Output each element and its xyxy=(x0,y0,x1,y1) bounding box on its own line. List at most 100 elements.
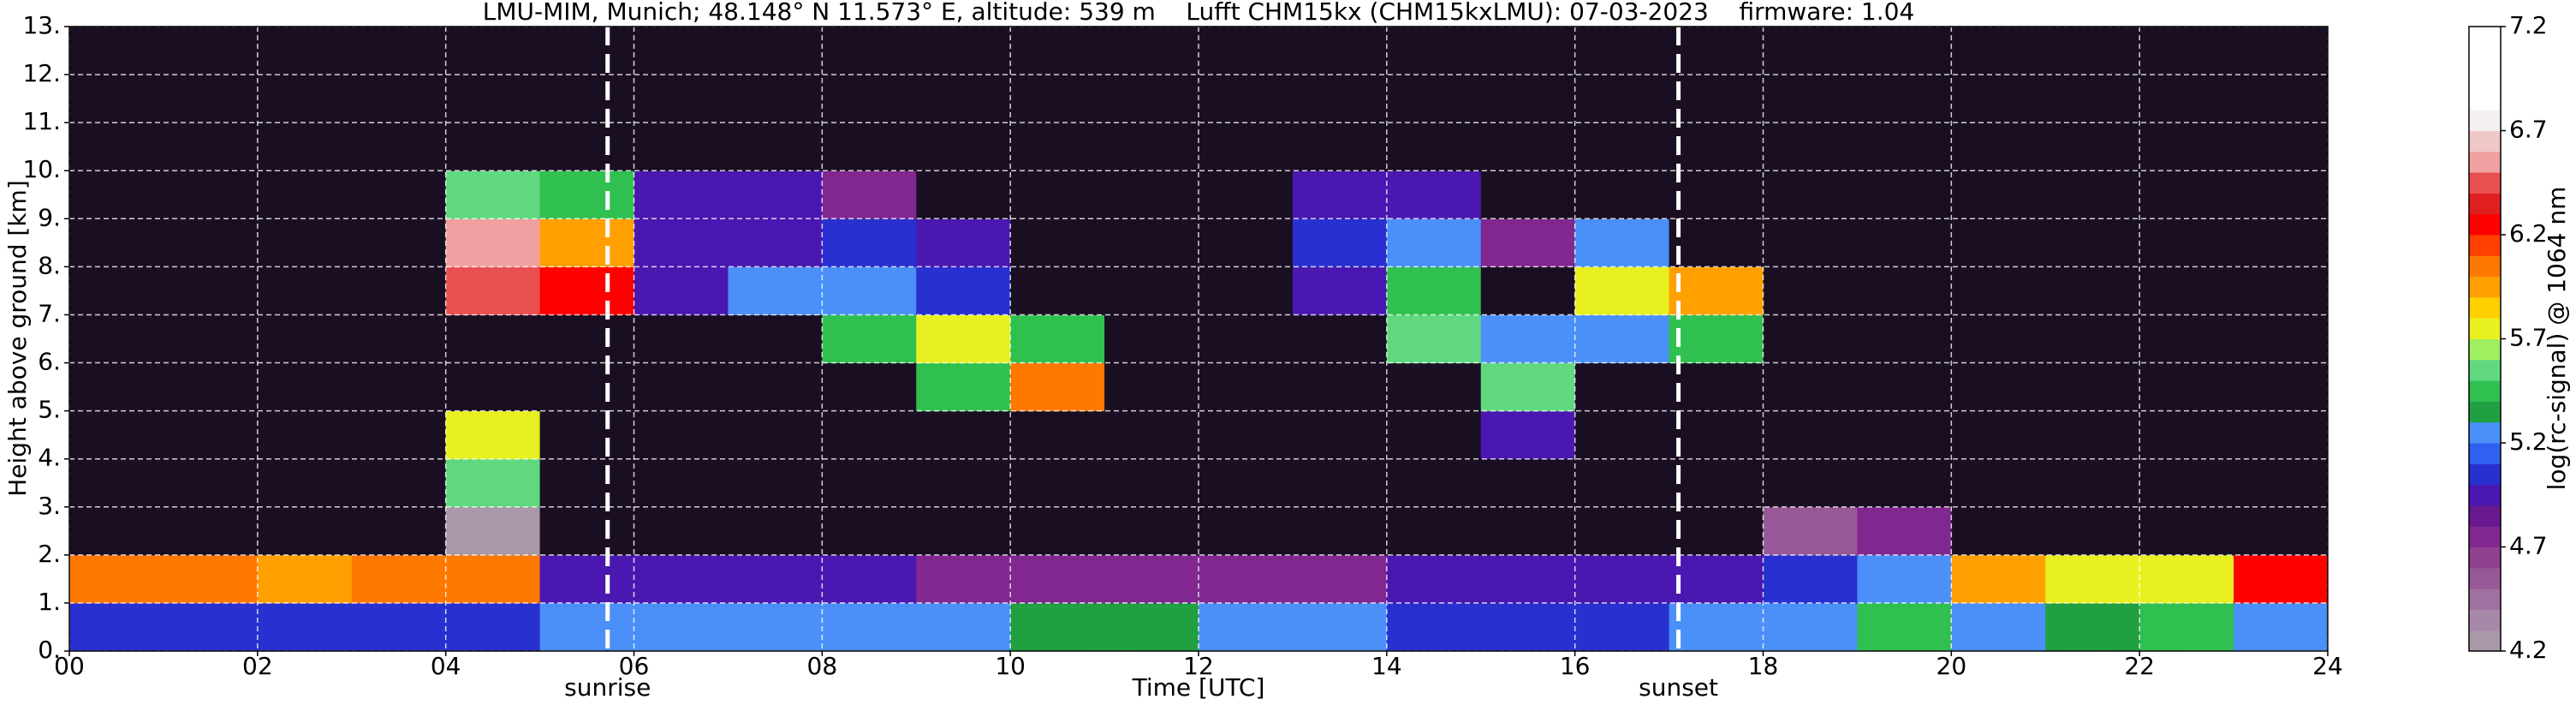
heatmap-cell xyxy=(1763,506,1858,556)
heatmap-cell xyxy=(1574,458,1670,508)
colorbar-segment xyxy=(2469,130,2501,152)
colorbar-segment xyxy=(2469,443,2501,464)
heatmap-cell xyxy=(1669,75,1764,123)
heatmap-cell xyxy=(1574,602,1670,652)
heatmap-cell xyxy=(445,506,541,556)
heatmap-cell xyxy=(257,314,353,364)
heatmap-cell xyxy=(2045,602,2140,652)
heatmap-cell xyxy=(539,362,634,412)
heatmap-cell xyxy=(1480,218,1576,267)
heatmap-cell xyxy=(1292,27,1388,75)
heatmap-cell xyxy=(1480,458,1576,508)
heatmap-cell xyxy=(1480,506,1576,556)
heatmap-cell xyxy=(69,410,164,460)
heatmap-cell xyxy=(1951,506,2046,556)
heatmap-cell xyxy=(1574,218,1670,267)
colorbar-segment xyxy=(2469,172,2501,194)
heatmap-cell xyxy=(2045,75,2140,123)
heatmap-cell xyxy=(1386,362,1482,412)
y-tick-label: 5. xyxy=(38,396,61,424)
heatmap-cell xyxy=(257,410,353,460)
heatmap-cell xyxy=(1480,410,1576,460)
heatmap-cell xyxy=(1199,554,1294,604)
heatmap-cell xyxy=(1104,218,1199,267)
heatmap-cell xyxy=(1199,27,1294,75)
heatmap-cell xyxy=(163,122,259,171)
heatmap-cell xyxy=(2234,458,2329,508)
heatmap-cell xyxy=(2139,218,2234,267)
y-tick-label: 6. xyxy=(38,348,61,376)
heatmap-cell xyxy=(445,458,541,508)
heatmap-cell xyxy=(1010,314,1105,364)
heatmap-cell xyxy=(69,266,164,315)
heatmap-cell xyxy=(1480,314,1576,364)
heatmap-cell xyxy=(1292,218,1388,267)
x-tick-label: 10 xyxy=(995,652,1026,680)
heatmap-cell xyxy=(1951,170,2046,219)
heatmap-cell xyxy=(445,75,541,123)
heatmap-cell xyxy=(163,27,259,75)
heatmap-cell xyxy=(539,122,634,171)
heatmap-cell xyxy=(1951,218,2046,267)
heatmap-cell xyxy=(1574,122,1670,171)
colorbar-tick-label: 5.7 xyxy=(2509,324,2548,352)
heatmap-cell xyxy=(1292,458,1388,508)
heatmap-cell xyxy=(634,554,729,604)
heatmap-cell xyxy=(1386,75,1482,123)
x-tick-label: 20 xyxy=(1936,652,1967,680)
heatmap-cell xyxy=(1199,266,1294,315)
heatmap-cell xyxy=(1669,506,1764,556)
heatmap-cell xyxy=(2045,266,2140,315)
colorbar-segment xyxy=(2469,484,2501,506)
heatmap-cell xyxy=(1104,362,1199,412)
colorbar-segment xyxy=(2469,526,2501,547)
heatmap-cell xyxy=(1104,170,1199,219)
heatmap-cell xyxy=(1480,170,1576,219)
heatmap-cell xyxy=(916,266,1011,315)
x-tick-label: 00 xyxy=(54,652,85,680)
heatmap-cell xyxy=(1480,362,1576,412)
colorbar-segment xyxy=(2469,318,2501,339)
heatmap-cell xyxy=(1763,266,1858,315)
heatmap-cell xyxy=(916,506,1011,556)
heatmap-cell xyxy=(2045,27,2140,75)
y-tick-label: 8. xyxy=(38,251,61,279)
x-tick-label: 12 xyxy=(1183,652,1214,680)
heatmap-cell xyxy=(1010,458,1105,508)
heatmap-cell xyxy=(1574,410,1670,460)
colorbar-label: log(rc-signal) @ 1064 nm xyxy=(2543,187,2571,491)
heatmap-cell xyxy=(1669,314,1764,364)
heatmap-cell xyxy=(2139,75,2234,123)
heatmap-cell xyxy=(1010,506,1105,556)
heatmap-cell xyxy=(1386,458,1482,508)
heatmap-cell xyxy=(1763,602,1858,652)
heatmap-cell xyxy=(2234,314,2329,364)
heatmap-cell xyxy=(257,362,353,412)
heatmap-cell xyxy=(634,218,729,267)
heatmap-cell xyxy=(2045,554,2140,604)
x-tick-label: 14 xyxy=(1371,652,1402,680)
heatmap-cell xyxy=(2045,506,2140,556)
heatmap-cell xyxy=(1951,410,2046,460)
heatmap-cell xyxy=(539,506,634,556)
heatmap-cell xyxy=(539,554,634,604)
heatmap-cell xyxy=(1669,410,1764,460)
colorbar-segment xyxy=(2469,421,2501,444)
heatmap-cell xyxy=(1386,218,1482,267)
heatmap-cell xyxy=(1857,314,1952,364)
annotation-label: sunrise xyxy=(564,673,651,702)
x-tick-label: 04 xyxy=(431,652,461,680)
heatmap-cell xyxy=(1199,362,1294,412)
heatmap-cell xyxy=(2234,122,2329,171)
heatmap-cell xyxy=(539,314,634,364)
heatmap-cell xyxy=(1010,554,1105,604)
heatmap-cell xyxy=(1292,170,1388,219)
heatmap-cell xyxy=(1104,122,1199,171)
heatmap-cell xyxy=(257,218,353,267)
heatmap-cell xyxy=(2234,218,2329,267)
heatmap-cell xyxy=(2045,170,2140,219)
heatmap-cell xyxy=(1763,314,1858,364)
heatmap-cell xyxy=(728,122,823,171)
heatmap-cell xyxy=(728,554,823,604)
heatmap-cell xyxy=(1763,75,1858,123)
